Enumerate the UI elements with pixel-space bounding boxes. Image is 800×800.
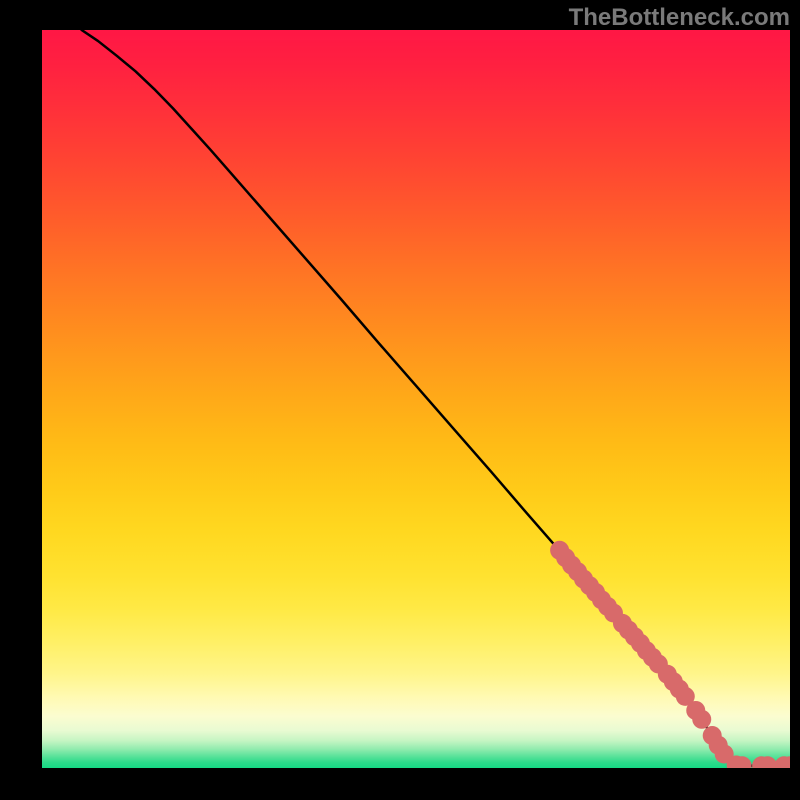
gradient-background — [42, 30, 790, 768]
plot-area — [42, 30, 790, 768]
watermark-text: TheBottleneck.com — [569, 4, 790, 32]
chart-svg — [42, 30, 790, 768]
stage: TheBottleneck.com — [0, 0, 800, 800]
data-marker — [692, 710, 711, 729]
